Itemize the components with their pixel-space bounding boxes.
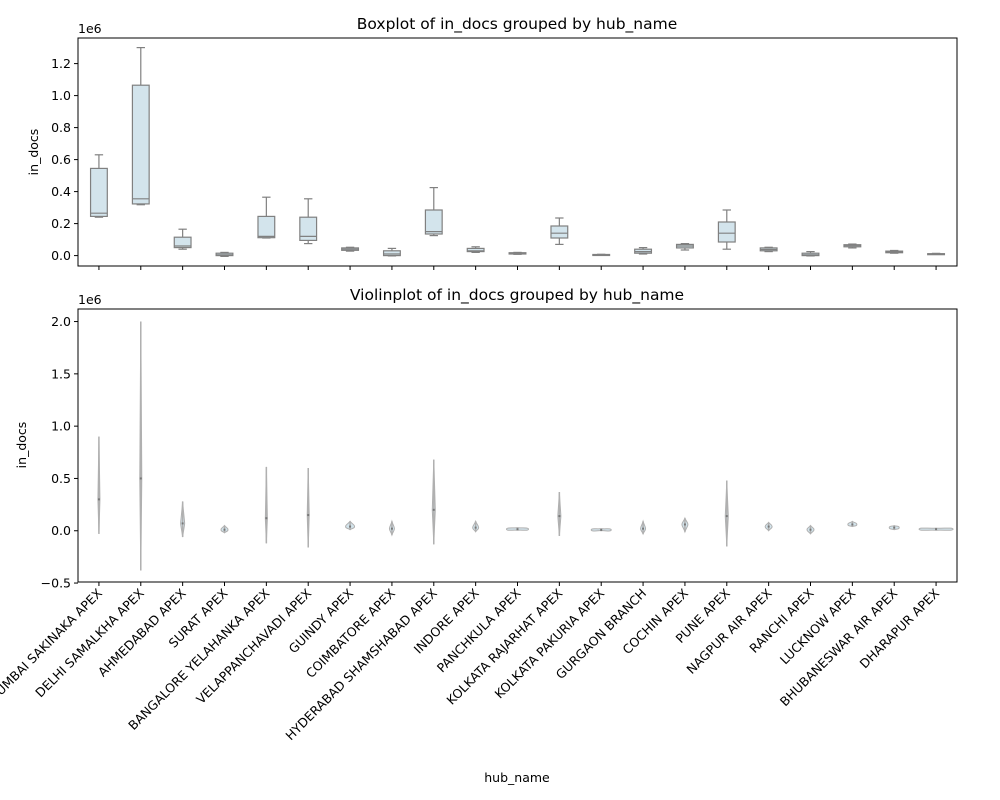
violin-ytick-label: 0.5 [51,471,71,486]
box-17 [759,246,778,253]
violin-7 [345,520,356,531]
violin-5 [264,466,268,544]
violin-16 [724,480,729,547]
box-body [299,216,318,241]
category-label: DHARAPUR APEX [856,585,942,671]
violin-ytick-label: 0.0 [51,523,71,538]
violin-ytick-label: 1.0 [51,419,71,434]
violin-xlabel: hub_name [484,770,550,785]
box-21 [927,252,946,256]
violin-15 [681,516,689,534]
violin-title: Violinplot of in_docs grouped by hub_nam… [350,286,684,305]
box-body [424,209,443,235]
box-1 [89,154,108,218]
box-body [131,84,150,205]
box-8 [382,247,401,257]
violin-1 [97,436,101,534]
violin-ytick-label: 2.0 [51,314,71,329]
box-body [466,247,485,253]
violin-9 [431,459,436,545]
box-body [173,236,192,249]
violin-3 [180,501,186,538]
box-body [89,167,108,217]
box-9 [424,187,443,237]
violin-10 [472,519,480,533]
violin-ytick-label: −0.5 [41,576,71,591]
box-20 [885,249,904,254]
boxplot-ytick-label: 1.0 [51,88,71,103]
violin-axes-frame [77,308,958,583]
category-label: LUCKNOW APEX [777,585,859,667]
box-6 [299,198,318,245]
boxplot-ytick-label: 0.8 [51,120,71,135]
box-11 [508,251,527,255]
box-3 [173,228,192,250]
box-19 [843,243,862,249]
box-body [717,221,736,243]
boxplot-title: Boxplot of in_docs grouped by hub_name [357,15,678,34]
violin-17 [764,521,773,532]
violin-21 [918,527,954,531]
boxplot-scale-label: 1e6 [78,21,102,36]
box-13 [592,253,611,257]
box-16 [717,209,736,250]
violin-ylabel: in_docs [14,422,29,469]
box-body [382,250,401,257]
box-body [550,225,569,239]
violin-12 [557,492,562,537]
box-body [257,215,276,239]
violin-8 [388,519,395,537]
boxplot-ytick-label: 0.4 [51,184,71,199]
violin-2 [139,321,143,571]
box-18 [801,251,820,257]
violin-13 [590,528,612,532]
boxplot-ytick-label: 0.0 [51,248,71,263]
violin-ytick-label: 1.5 [51,366,71,381]
boxplot-ytick-label: 1.2 [51,56,71,71]
violin-4 [220,524,229,534]
violin-20 [888,524,900,531]
boxplot-ylabel: in_docs [26,129,41,176]
violin-scale-label: 1e6 [78,292,102,307]
category-label: HYDERABAD SHAMSHABAD APEX [282,585,440,743]
box-10 [466,246,485,253]
violin-6 [306,467,310,548]
box-14 [634,247,653,255]
violin-11 [505,527,530,531]
boxplot-ytick-label: 0.6 [51,152,71,167]
boxplot-ytick-label: 0.2 [51,216,71,231]
box-2 [131,46,150,206]
box-4 [215,251,234,257]
box-12 [550,217,569,245]
box-5 [257,196,276,239]
violin-14 [640,519,647,536]
boxplot-axes-frame [77,37,958,267]
violin-18 [806,524,815,535]
box-15 [675,243,694,251]
box-7 [341,246,360,252]
violin-19 [847,520,858,528]
